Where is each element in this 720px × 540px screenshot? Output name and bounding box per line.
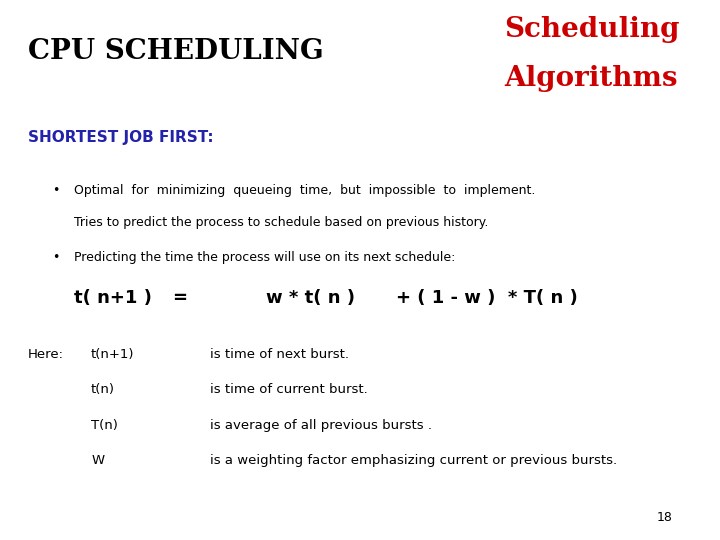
Text: t(n): t(n) (91, 383, 115, 396)
Text: =: = (171, 289, 186, 307)
Text: CPU SCHEDULING: CPU SCHEDULING (28, 38, 324, 65)
Text: SHORTEST JOB FIRST:: SHORTEST JOB FIRST: (28, 130, 214, 145)
Text: Predicting the time the process will use on its next schedule:: Predicting the time the process will use… (73, 251, 455, 264)
Text: Algorithms: Algorithms (505, 65, 678, 92)
Text: T(n): T(n) (91, 418, 118, 431)
Text: •: • (53, 184, 60, 197)
Text: W: W (91, 454, 104, 467)
Text: t(n+1): t(n+1) (91, 348, 135, 361)
Text: 18: 18 (657, 511, 672, 524)
Text: t( n+1 ): t( n+1 ) (73, 289, 151, 307)
Text: Tries to predict the process to schedule based on previous history.: Tries to predict the process to schedule… (73, 216, 488, 229)
Text: is time of next burst.: is time of next burst. (210, 348, 349, 361)
Text: Here:: Here: (28, 348, 64, 361)
Text: w * t( n ): w * t( n ) (266, 289, 355, 307)
Text: is a weighting factor emphasizing current or previous bursts.: is a weighting factor emphasizing curren… (210, 454, 617, 467)
Text: is time of current burst.: is time of current burst. (210, 383, 368, 396)
Text: •: • (53, 251, 60, 264)
Text: + ( 1 - w )  * T( n ): + ( 1 - w ) * T( n ) (396, 289, 577, 307)
Text: Optimal  for  minimizing  queueing  time,  but  impossible  to  implement.: Optimal for minimizing queueing time, bu… (73, 184, 535, 197)
Text: is average of all previous bursts .: is average of all previous bursts . (210, 418, 432, 431)
Text: Scheduling: Scheduling (505, 16, 680, 43)
